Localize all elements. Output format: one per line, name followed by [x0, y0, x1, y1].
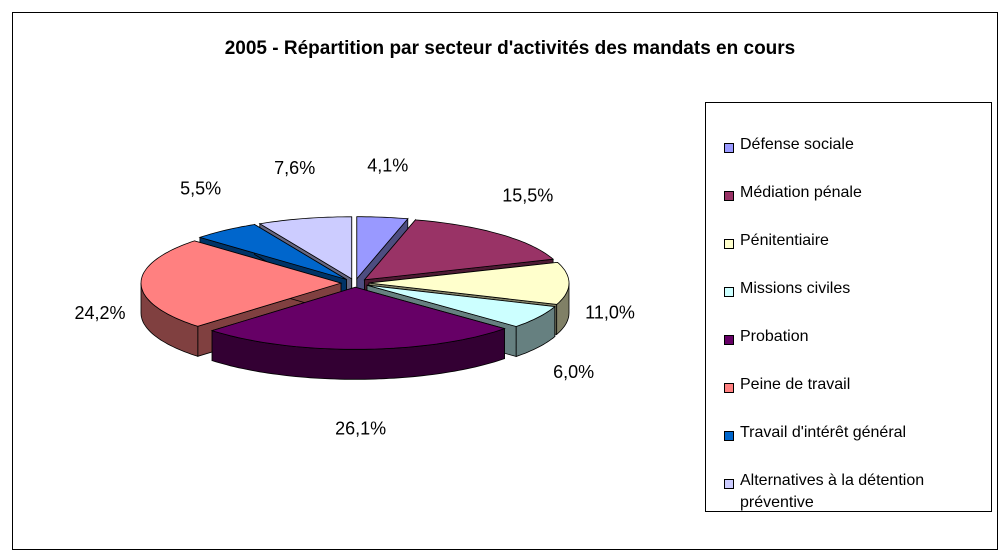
legend-entry: Pénitentiaire: [724, 232, 991, 281]
chart-title: 2005 - Répartition par secteur d'activit…: [225, 38, 796, 59]
legend-entry: Peine de travail: [724, 376, 991, 425]
legend: Défense sociale Médiation pénale Pénitenti…: [705, 102, 992, 512]
slice: [210, 286, 506, 350]
legend-swatch: [724, 143, 734, 153]
legend-entry: Travail d'intérêt général: [724, 424, 991, 473]
legend-label: Défense sociale: [740, 136, 854, 153]
slice: [198, 224, 347, 280]
slice: [356, 216, 409, 280]
legend-label: Peine de travail: [740, 376, 851, 393]
legend-swatch: [724, 431, 734, 441]
slice: [140, 240, 343, 327]
legend-entry: Défense sociale: [724, 136, 991, 185]
legend-swatch: [724, 191, 734, 201]
legend-entry: Probation: [724, 328, 991, 377]
data-label: 11,0%: [585, 302, 635, 322]
legend-swatch: [724, 383, 734, 393]
slice: [363, 219, 555, 281]
legend-entry: Missions civiles: [724, 280, 991, 329]
data-label: 5,5%: [180, 179, 221, 199]
slice: [258, 216, 353, 280]
legend-label: Travail d'intérêt général: [740, 424, 907, 441]
data-label: 15,5%: [502, 186, 553, 206]
slice: [368, 261, 570, 305]
legend-entry: Médiation pénale: [724, 184, 991, 233]
legend-label: Alternatives à la détention préventive: [740, 472, 925, 511]
data-label: 4,1%: [367, 156, 408, 176]
legend-swatch: [724, 335, 734, 345]
legend-label: Médiation pénale: [740, 184, 862, 201]
legend-swatch: [724, 479, 734, 489]
data-label: 6,0%: [553, 362, 594, 382]
legend-label: Probation: [740, 328, 809, 345]
data-label: 7,6%: [274, 158, 315, 178]
legend-swatch: [724, 287, 734, 297]
legend-label: Missions civiles: [740, 280, 851, 297]
legend-label: Pénitentiaire: [740, 232, 829, 249]
chart-frame: [12, 12, 998, 550]
legend-swatch: [724, 239, 734, 249]
slice: [366, 284, 556, 327]
data-label: 24,2%: [74, 303, 125, 323]
legend-entry: Alternatives à la détention préventive: [724, 472, 991, 521]
data-label: 26,1%: [335, 419, 386, 439]
